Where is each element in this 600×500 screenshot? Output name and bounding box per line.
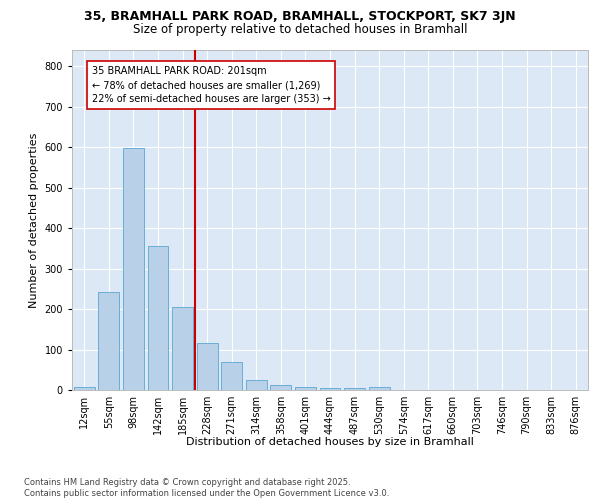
Bar [197, 344, 218, 390]
Bar [123, 148, 144, 390]
Bar [344, 388, 365, 390]
Text: Contains HM Land Registry data © Crown copyright and database right 2025.
Contai: Contains HM Land Registry data © Crown c… [24, 478, 389, 498]
Bar [295, 387, 316, 390]
Bar [221, 362, 242, 390]
Bar [320, 388, 340, 390]
Y-axis label: Number of detached properties: Number of detached properties [29, 132, 39, 308]
Bar [271, 384, 292, 390]
Text: 35, BRAMHALL PARK ROAD, BRAMHALL, STOCKPORT, SK7 3JN: 35, BRAMHALL PARK ROAD, BRAMHALL, STOCKP… [84, 10, 516, 23]
X-axis label: Distribution of detached houses by size in Bramhall: Distribution of detached houses by size … [186, 437, 474, 447]
Bar [172, 307, 193, 390]
Text: Size of property relative to detached houses in Bramhall: Size of property relative to detached ho… [133, 22, 467, 36]
Bar [148, 246, 169, 390]
Bar [368, 387, 389, 390]
Text: 35 BRAMHALL PARK ROAD: 201sqm
← 78% of detached houses are smaller (1,269)
22% o: 35 BRAMHALL PARK ROAD: 201sqm ← 78% of d… [92, 66, 331, 104]
Bar [74, 387, 95, 390]
Bar [98, 292, 119, 390]
Bar [246, 380, 267, 390]
